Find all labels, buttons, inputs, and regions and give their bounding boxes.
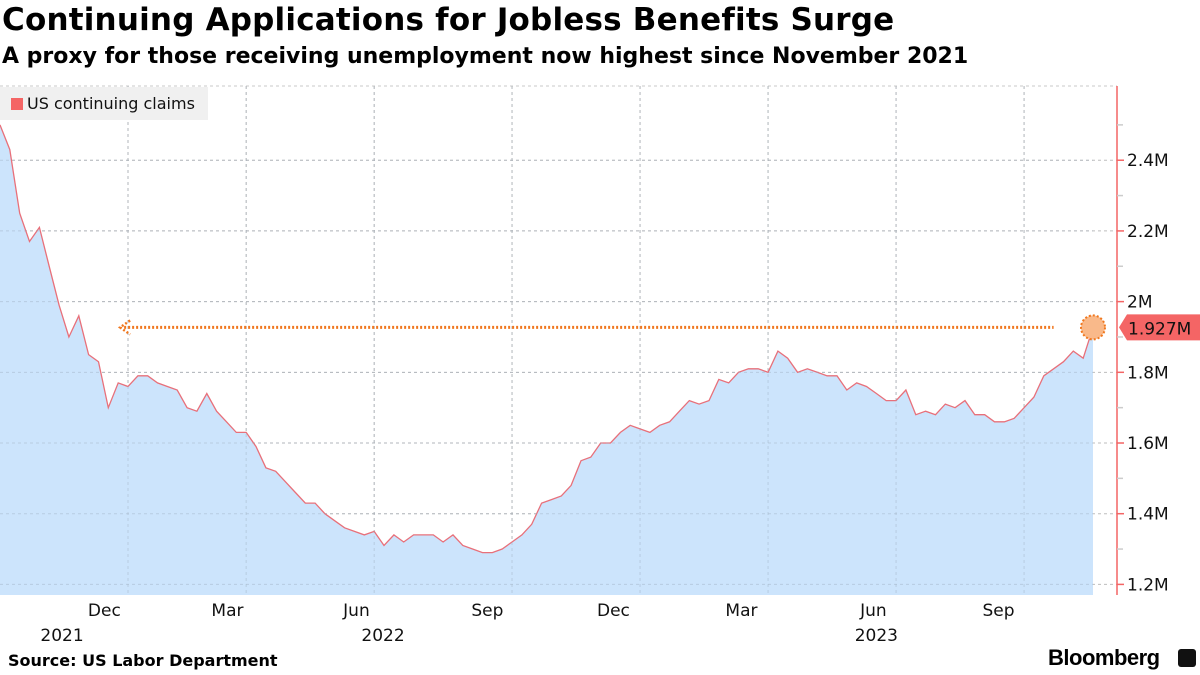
latest-value-label: 1.927M <box>1128 319 1191 339</box>
x-tick-label: Sep <box>471 601 503 621</box>
x-year-label: 2021 <box>40 626 83 646</box>
x-tick-label: Sep <box>982 601 1014 621</box>
latest-value-marker <box>1080 314 1106 341</box>
x-tick-label: Jun <box>342 601 370 621</box>
latest-value-badge <box>1119 314 1200 341</box>
x-tick-label: Dec <box>597 601 630 621</box>
series-line <box>0 124 1094 554</box>
reference-arrow-icon <box>117 319 131 336</box>
chart-title: Continuing Applications for Jobless Bene… <box>2 2 895 38</box>
x-tick-label: Jun <box>859 601 887 621</box>
source-note: Source: US Labor Department <box>8 651 278 670</box>
legend-swatch <box>11 97 23 110</box>
chart-subtitle: A proxy for those receiving unemployment… <box>2 44 969 69</box>
y-tick-label: 2M <box>1127 293 1152 313</box>
bloomberg-chart-icon <box>1178 649 1196 667</box>
legend-label: US continuing claims <box>27 94 195 113</box>
bloomberg-logo: Bloomberg <box>1048 645 1160 670</box>
legend: US continuing claims <box>0 87 208 120</box>
y-tick-label: 1.8M <box>1127 363 1169 383</box>
series-area <box>0 124 1093 596</box>
x-tick-label: Dec <box>88 601 121 621</box>
y-tick-label: 1.2M <box>1127 575 1169 595</box>
x-tick-label: Mar <box>211 601 243 621</box>
y-tick-label: 1.4M <box>1127 505 1169 525</box>
y-tick-label: 2.4M <box>1127 151 1169 171</box>
x-year-label: 2022 <box>361 626 404 646</box>
y-tick-label: 1.6M <box>1127 434 1169 454</box>
y-tick-label: 2.2M <box>1127 222 1169 242</box>
x-tick-label: Mar <box>725 601 757 621</box>
x-year-label: 2023 <box>855 626 898 646</box>
